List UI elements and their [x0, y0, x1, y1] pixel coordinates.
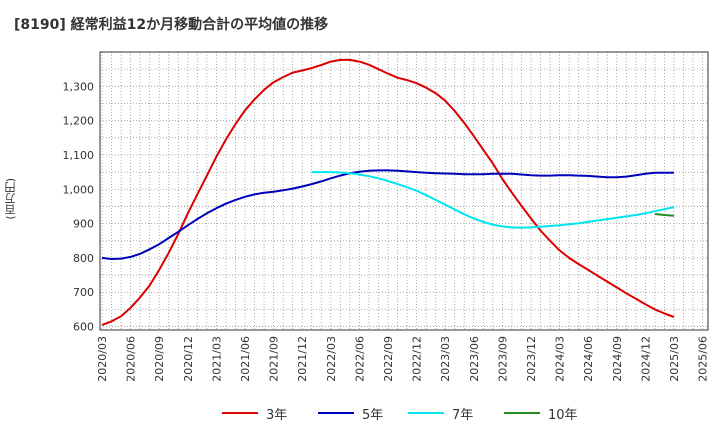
- legend-swatch: [504, 412, 540, 414]
- axes: 600 700 800 900 1,000 1,100 1,200 1,300 2020/03 2…: [63, 51, 710, 382]
- legend-label: 10年: [548, 407, 578, 423]
- series-line-3: [654, 213, 675, 217]
- x-tick-label: 2022/12: [411, 336, 424, 382]
- x-tick-label: 2024/12: [639, 336, 652, 382]
- y-tick-label: 900: [73, 218, 94, 231]
- legend-swatch: [318, 412, 354, 414]
- y-tick-label: 1,000: [63, 183, 95, 196]
- x-tick-label: 2020/06: [125, 336, 138, 382]
- legend-item: 5年: [318, 404, 384, 423]
- legend-label: 7年: [452, 407, 474, 423]
- y-tick-label: 600: [73, 321, 94, 334]
- x-tick-label: 2021/03: [210, 336, 223, 382]
- series-line-0: [101, 58, 675, 326]
- y-tick-label: 1,100: [63, 149, 95, 162]
- y-tick-label: 1,200: [63, 115, 95, 128]
- line-chart: 600 700 800 900 1,000 1,100 1,200 1,300 2020/03 2…: [63, 51, 710, 382]
- x-tick-label: 2021/09: [268, 336, 281, 382]
- x-tick-label: 2022/03: [325, 336, 338, 382]
- x-tick-label: 2020/09: [153, 336, 166, 382]
- x-tick-label: 2025/06: [697, 336, 710, 382]
- legend-item: 10年: [504, 404, 578, 423]
- plot-area: [100, 52, 708, 330]
- series-line-1: [101, 169, 674, 260]
- x-tick-label: 2024/09: [611, 336, 624, 382]
- legend-item: 3年: [222, 404, 288, 423]
- y-tick-label: 800: [73, 252, 94, 265]
- plot-background: [100, 52, 708, 330]
- chart-title: [8190] 経常利益12か月移動合計の平均値の推移: [14, 17, 329, 33]
- x-tick-label: 2023/06: [468, 336, 481, 382]
- plot-border: [99, 51, 709, 331]
- legend: 3年 5年 7年 10年: [0, 398, 720, 428]
- x-tick-label: 2023/09: [496, 336, 509, 382]
- legend-label: 3年: [266, 407, 288, 423]
- x-tick-label: 2021/06: [239, 336, 252, 382]
- y-tick-label: 700: [73, 286, 94, 299]
- series-lines: [101, 58, 675, 326]
- series-line-2: [311, 171, 675, 229]
- y-tick-label: 1,300: [63, 80, 95, 93]
- x-tick-label: 2021/12: [296, 336, 309, 382]
- x-tick-label: 2024/03: [554, 336, 567, 382]
- x-tick-label: 2022/09: [382, 336, 395, 382]
- x-tick-label: 2020/12: [182, 336, 195, 382]
- x-tick-label: 2024/06: [582, 336, 595, 382]
- x-tick-label: 2025/03: [668, 336, 681, 382]
- x-tick-label: 2022/06: [353, 336, 366, 382]
- legend-swatch: [408, 412, 444, 414]
- x-tick-label: 2023/03: [439, 336, 452, 382]
- legend-swatch: [222, 412, 258, 414]
- x-tick-label: 2023/12: [525, 336, 538, 382]
- legend-item: 7年: [408, 404, 474, 423]
- legend-label: 5年: [362, 407, 384, 423]
- x-tick-label: 2020/03: [96, 336, 109, 382]
